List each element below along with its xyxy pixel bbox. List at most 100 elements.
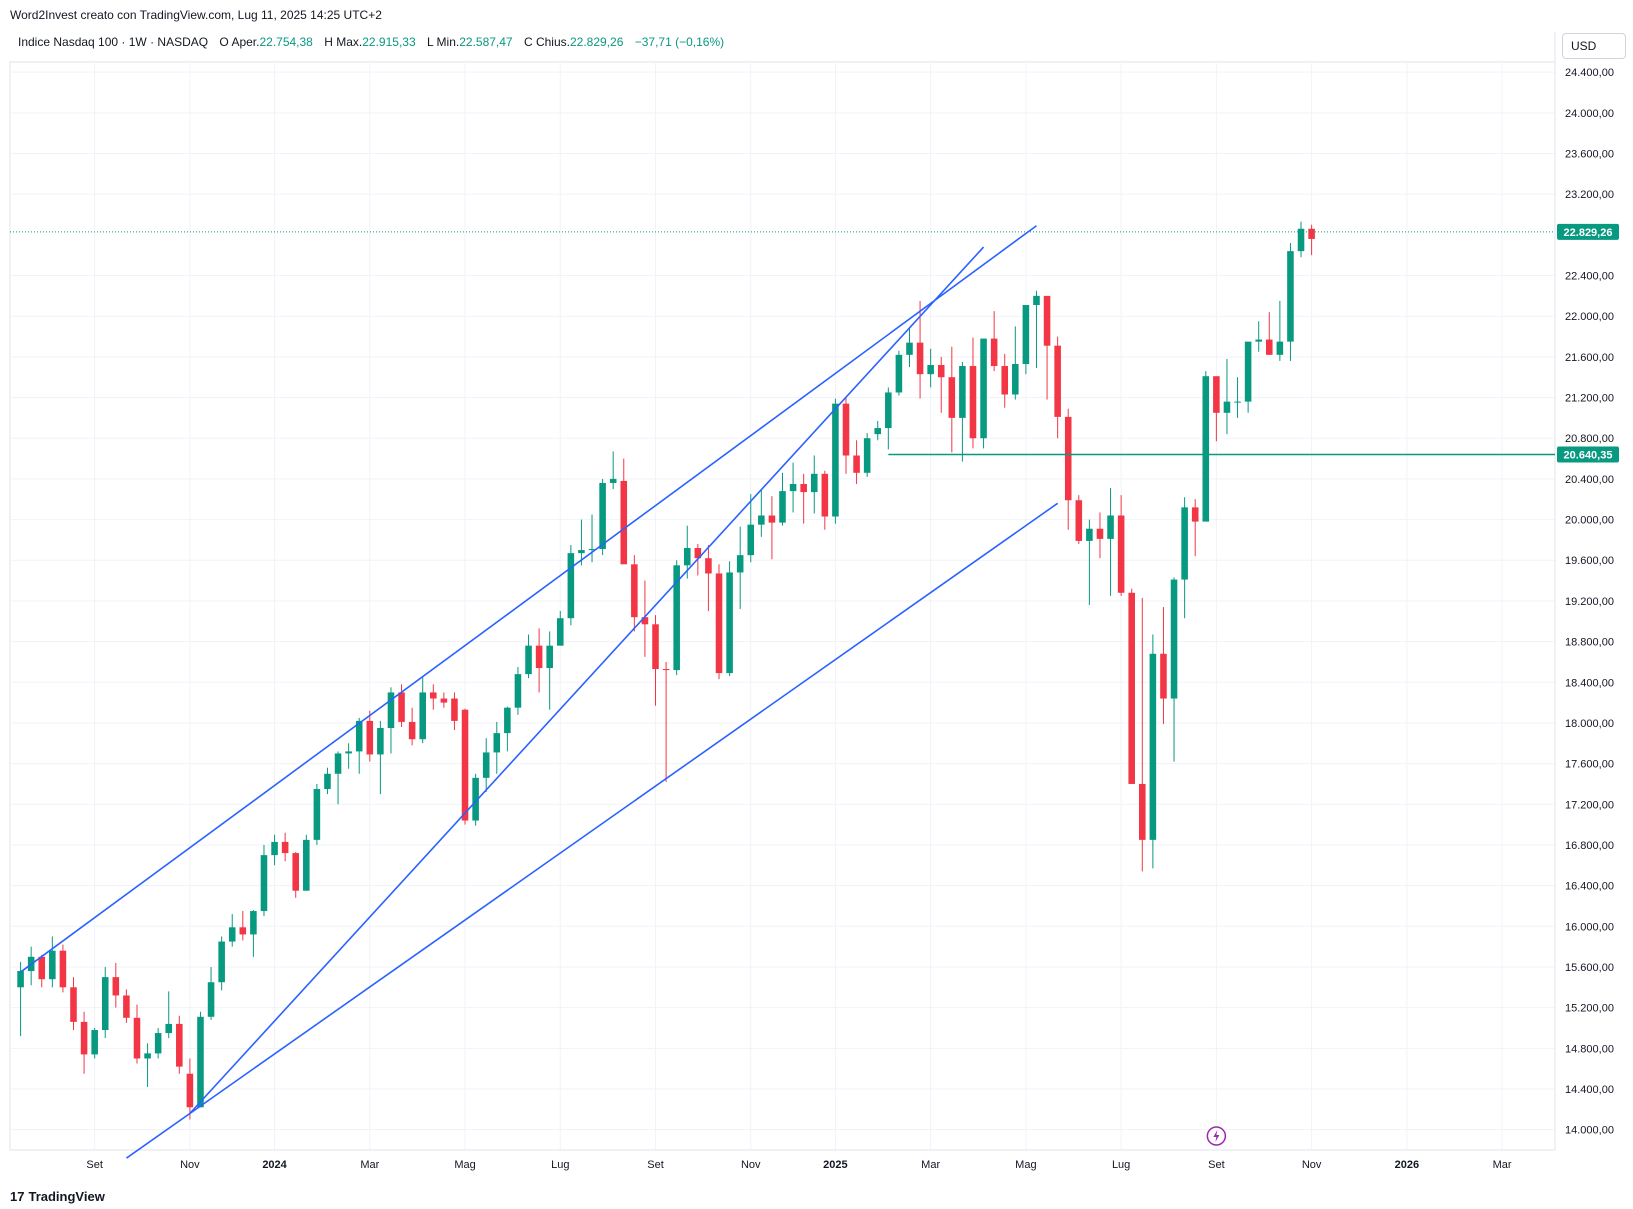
candle-body	[70, 987, 77, 1022]
candle-body	[631, 564, 638, 618]
y-tick-label: 15.600,00	[1565, 962, 1614, 974]
candle-body	[1001, 366, 1009, 395]
candle-body	[440, 698, 448, 703]
candle-body	[1170, 579, 1178, 699]
y-tick-label: 16.800,00	[1565, 840, 1614, 852]
candle-body	[1117, 515, 1125, 593]
candle-body	[1223, 401, 1231, 413]
candle-body	[482, 752, 490, 778]
open-value: 22.754,38	[259, 35, 313, 49]
candle-body	[599, 482, 606, 550]
candle-body	[250, 911, 257, 935]
symbol-label[interactable]: Indice Nasdaq 100 · 1W · NASDAQ	[18, 35, 209, 49]
price-tag-bg	[1557, 446, 1619, 463]
candle-body	[207, 982, 215, 1017]
y-tick-label: 21.600,00	[1565, 352, 1614, 364]
candle-body	[1202, 376, 1210, 522]
tradingview-footer: 17 TradingView	[10, 1189, 105, 1204]
candle-body	[101, 977, 109, 1031]
close-value: 22.829,26	[569, 35, 624, 49]
candle-body	[832, 403, 839, 517]
candle-body	[810, 473, 818, 493]
trendline	[125, 502, 1059, 1159]
candle-body	[408, 721, 416, 740]
high-label: H	[324, 35, 333, 49]
tradingview-brand: TradingView	[28, 1189, 105, 1204]
candle-body	[1234, 401, 1241, 403]
candle-body	[1022, 305, 1030, 364]
candle-body	[1297, 228, 1305, 252]
trendline	[20, 225, 1037, 973]
price-tag-bg	[1557, 223, 1619, 240]
candle-body	[239, 927, 247, 935]
candle-body	[218, 941, 225, 983]
candle-body	[59, 950, 67, 988]
candle-body	[546, 645, 553, 669]
y-tick-label: 20.000,00	[1565, 515, 1614, 527]
candle-body	[1255, 339, 1262, 342]
candle-body	[705, 558, 712, 574]
x-tick-label: Nov	[741, 1159, 761, 1171]
x-tick-label: Lug	[1112, 1159, 1130, 1171]
candle-body	[747, 524, 755, 556]
y-tick-label: 14.000,00	[1565, 1125, 1614, 1137]
low-label: L	[426, 35, 434, 49]
candle-body	[1213, 376, 1220, 413]
candle-body	[461, 709, 469, 821]
x-tick-label: 2026	[1395, 1159, 1419, 1171]
candle-body	[683, 548, 691, 566]
candle-body	[937, 365, 945, 378]
candle-body	[387, 692, 395, 729]
candle-body	[303, 839, 310, 891]
candle-body	[863, 438, 871, 473]
candle-body	[578, 550, 585, 554]
x-tick-label: Mar	[1493, 1159, 1512, 1171]
candle-body	[768, 515, 776, 523]
candle-body	[969, 366, 977, 439]
candle-body	[1075, 500, 1083, 541]
candle-body	[419, 692, 426, 740]
candle-body	[1128, 592, 1135, 784]
trendline	[189, 246, 985, 1114]
candle-body	[1191, 507, 1199, 522]
x-tick-label: Mar	[360, 1159, 379, 1171]
candle-body	[1033, 295, 1040, 306]
y-tick-label: 17.200,00	[1565, 799, 1614, 811]
y-tick-label: 20.800,00	[1565, 433, 1614, 445]
open-label: O	[219, 35, 229, 49]
y-tick-label: 23.600,00	[1565, 149, 1614, 161]
candle-body	[736, 555, 744, 573]
close-label: C	[523, 35, 533, 49]
candle-body	[345, 751, 352, 754]
candle-body	[652, 624, 659, 670]
open-text: Aper.	[231, 35, 260, 49]
candle-body	[514, 674, 522, 708]
chart-credit: Word2Invest creato con TradingView.com, …	[10, 8, 382, 22]
y-tick-label: 17.600,00	[1565, 759, 1614, 771]
candle-body	[271, 841, 278, 856]
y-tick-label: 22.000,00	[1565, 311, 1614, 323]
event-lightning-glyph	[1213, 1130, 1220, 1142]
x-tick-label: 2024	[262, 1159, 287, 1171]
currency-button[interactable]: USD	[1562, 33, 1626, 59]
candle-body	[123, 995, 130, 1018]
candle-body	[292, 853, 299, 891]
candle-body	[154, 1033, 162, 1054]
candle-body	[927, 365, 934, 375]
candle-body	[197, 1016, 204, 1108]
candle-body	[313, 789, 321, 840]
candle-body	[715, 573, 723, 674]
x-tick-label: 2025	[823, 1159, 847, 1171]
candle-body	[1012, 363, 1019, 395]
candle-body	[535, 645, 543, 669]
candle-body	[281, 841, 289, 854]
candle-body	[758, 515, 765, 525]
y-tick-label: 22.400,00	[1565, 271, 1614, 283]
candle-body	[609, 478, 617, 483]
y-tick-label: 20.400,00	[1565, 474, 1614, 486]
candle-body	[1096, 528, 1104, 539]
candle-body	[895, 354, 903, 393]
candle-body	[1266, 339, 1273, 355]
y-tick-label: 21.200,00	[1565, 393, 1614, 405]
